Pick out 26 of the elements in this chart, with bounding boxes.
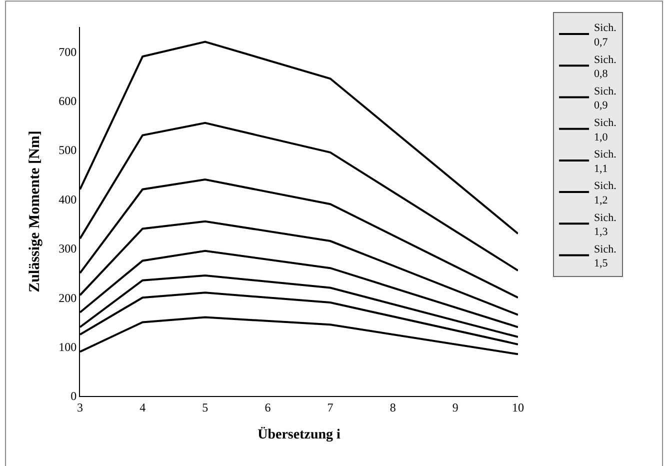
legend-label: Sich. 0,9	[594, 85, 617, 112]
x-axis-title: Übersetzung i	[258, 426, 341, 443]
x-tick-label: 4	[140, 400, 146, 414]
x-tick-label: 8	[390, 400, 396, 414]
legend-label: Sich. 1,1	[594, 148, 617, 175]
x-tick-label: 10	[512, 400, 524, 414]
legend-label: Sich. 0,8	[594, 54, 617, 80]
x-tick-label: 9	[452, 400, 458, 414]
x-tick-label: 7	[327, 400, 334, 414]
legend-label: Sich. 0,7	[594, 22, 617, 48]
legend-label: Sich. 1,0	[594, 116, 617, 144]
y-tick-label: 500	[58, 143, 77, 158]
y-tick-label: 600	[58, 94, 77, 108]
x-tick-label: 3	[77, 400, 83, 414]
y-axis-title: Zulässige Momente [Nm]	[26, 130, 43, 292]
y-tick-label: 0	[70, 389, 77, 404]
y-tick-label: 100	[58, 340, 77, 354]
x-tick-label: 5	[202, 400, 208, 414]
legend-label: Sich. 1,5	[594, 243, 617, 270]
legend-label: Sich. 1,2	[594, 180, 617, 206]
y-tick-label: 400	[58, 192, 77, 206]
y-tick-label: 700	[58, 44, 77, 59]
x-tick-label: 6	[264, 400, 271, 414]
legend-label: Sich. 1,3	[594, 212, 617, 238]
y-tick-label: 300	[58, 242, 77, 256]
y-tick-label: 200	[58, 290, 77, 305]
